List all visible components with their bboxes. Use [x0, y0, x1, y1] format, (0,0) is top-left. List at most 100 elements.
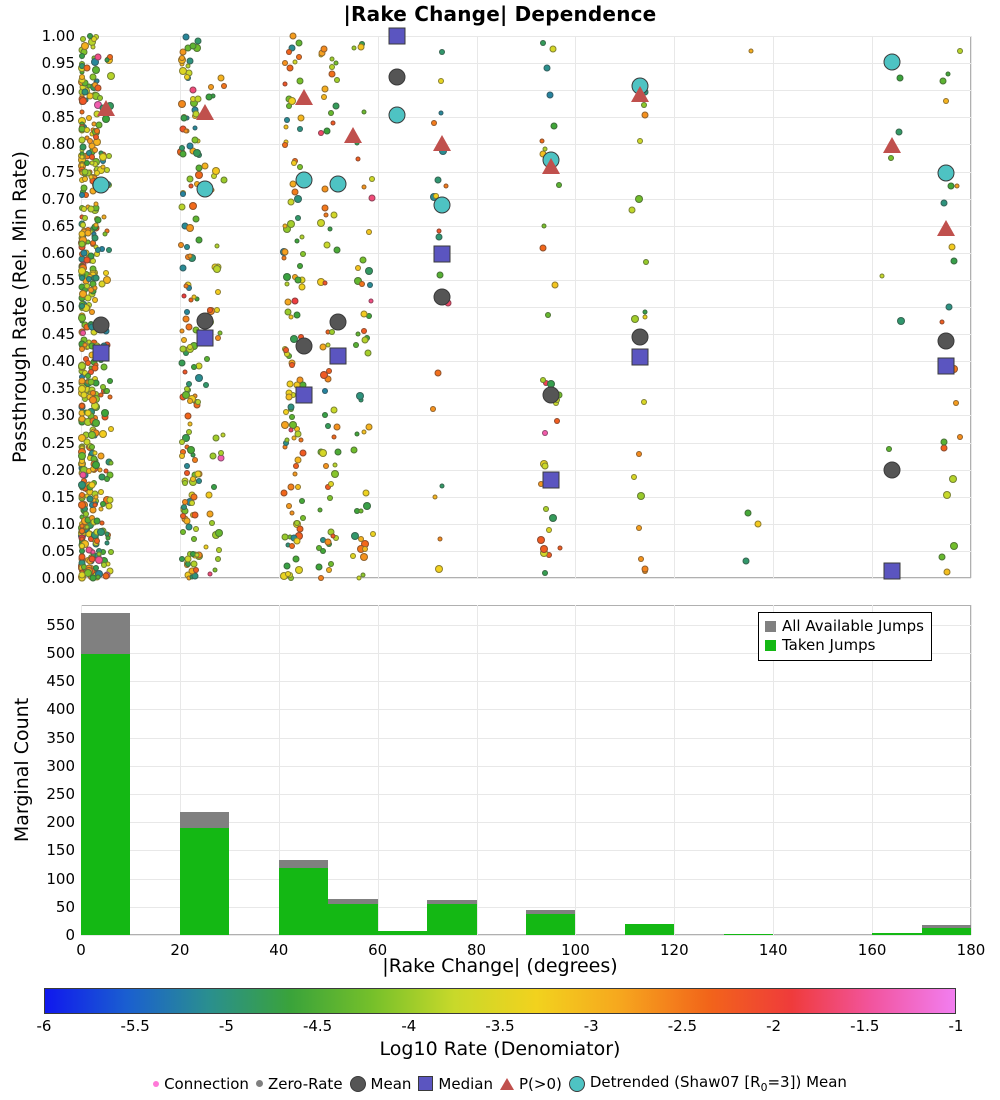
scatter-point	[185, 380, 192, 387]
histogram-bar	[179, 605, 230, 935]
histogram-y-tick: 550	[46, 615, 75, 634]
scatter-point	[78, 52, 85, 59]
scatter-point	[642, 314, 648, 320]
scatter-point	[103, 387, 110, 394]
scatter-point	[202, 381, 209, 388]
scatter-point	[85, 115, 92, 122]
scatter-gridline-h	[81, 334, 971, 336]
scatter-point	[178, 203, 186, 211]
scatter-point	[543, 505, 550, 512]
scatter-point	[357, 535, 364, 542]
scatter-point	[939, 319, 945, 325]
scatter-point	[369, 176, 376, 183]
scatter-gridline-h	[81, 117, 971, 119]
scatter-point	[293, 537, 301, 545]
scatter-gridline-h	[81, 523, 971, 525]
scatter-point	[323, 241, 331, 249]
scatter-point	[950, 257, 958, 265]
colorbar-label: Log10 Rate (Denomiator)	[379, 1038, 621, 1060]
scatter-point	[103, 269, 110, 276]
zero-rate-marker-icon	[255, 1080, 263, 1087]
scatter-marker-mean	[883, 461, 901, 479]
scatter-point	[185, 323, 193, 331]
scatter-point	[214, 555, 221, 562]
scatter-point	[551, 281, 558, 289]
scatter-point	[178, 438, 185, 445]
connection-marker-icon	[153, 1080, 160, 1087]
scatter-point	[93, 222, 99, 228]
scatter-y-tick: 0.95	[41, 54, 75, 73]
scatter-point	[99, 430, 108, 439]
colorbar-tick: -3	[583, 1017, 599, 1035]
scatter-marker-median	[883, 562, 901, 580]
scatter-marker-mean	[937, 332, 955, 350]
taken-jumps-label: Taken Jumps	[782, 636, 876, 655]
scatter-point	[194, 374, 203, 383]
scatter-point	[352, 342, 359, 349]
legend-label-connection: Connection	[164, 1074, 249, 1093]
scatter-point	[280, 489, 288, 497]
scatter-point	[97, 452, 105, 460]
scatter-point	[635, 450, 642, 457]
scatter-point	[315, 544, 322, 551]
colorbar-tick: -2.5	[667, 1017, 698, 1035]
scatter-point	[294, 195, 303, 204]
scatter-point	[106, 471, 114, 479]
scatter-point	[100, 164, 106, 170]
scatter-point	[79, 162, 85, 168]
scatter-point	[89, 309, 96, 316]
scatter-y-tick: 0.70	[41, 189, 75, 208]
scatter-point	[434, 564, 443, 573]
scatter-point	[100, 384, 107, 391]
scatter-point	[283, 562, 291, 570]
scatter-point	[361, 184, 367, 190]
scatter-point	[360, 310, 368, 318]
scatter-point	[945, 71, 951, 77]
scatter-point	[296, 164, 303, 171]
scatter-point	[95, 247, 102, 254]
scatter-point	[179, 191, 186, 198]
scatter-point	[86, 33, 93, 40]
scatter-gridline-h	[81, 388, 971, 390]
scatter-point	[356, 392, 365, 401]
scatter-marker-mean	[92, 316, 110, 334]
scatter-marker-p-0	[96, 99, 115, 116]
histogram-y-tick: 350	[46, 728, 75, 747]
scatter-point	[86, 83, 92, 89]
scatter-y-tick: 0.45	[41, 325, 75, 344]
scatter-point	[282, 223, 288, 229]
scatter-gridline-h	[81, 279, 971, 281]
scatter-point	[286, 48, 293, 55]
scatter-point	[631, 315, 640, 324]
scatter-point	[192, 567, 199, 573]
histogram-gridline-v	[377, 605, 379, 935]
scatter-point	[104, 167, 111, 174]
scatter-point	[92, 502, 98, 508]
scatter-point	[628, 206, 636, 214]
scatter-y-tick: 0.90	[41, 81, 75, 100]
scatter-point	[102, 231, 108, 237]
scatter-marker-detrended-shaw07-r-3-mean	[196, 180, 214, 198]
scatter-point	[107, 548, 114, 555]
x-axis-label: |Rake Change| (degrees)	[382, 955, 618, 977]
scatter-point	[443, 183, 449, 189]
scatter-point	[85, 149, 92, 156]
scatter-point	[317, 507, 323, 513]
scatter-point	[190, 493, 198, 501]
scatter-point	[183, 244, 190, 251]
scatter-gridline-v	[476, 36, 478, 578]
scatter-point	[193, 525, 200, 532]
scatter-point	[948, 475, 957, 484]
scatter-point	[86, 137, 93, 144]
scatter-point	[954, 183, 960, 189]
scatter-marker-median	[329, 347, 347, 365]
scatter-point	[286, 380, 294, 388]
scatter-point	[81, 168, 89, 176]
scatter-point	[357, 43, 365, 51]
histogram-gridline-v	[278, 605, 280, 935]
marker-legend: Connection Zero-Rate Mean Median P(>0) Detren…	[0, 1073, 1000, 1094]
scatter-point	[77, 267, 86, 275]
scatter-point	[79, 329, 86, 336]
legend-item-zero-rate: Zero-Rate	[255, 1075, 343, 1093]
scatter-marker-mean	[542, 386, 560, 404]
